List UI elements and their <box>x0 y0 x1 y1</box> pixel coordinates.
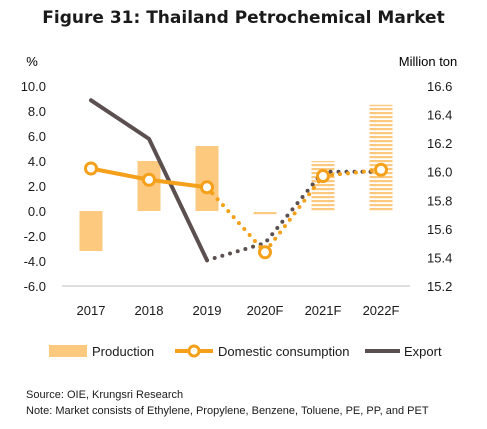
y-left-axis-label: % <box>26 54 38 69</box>
y-left-tick-label: 0.0 <box>28 204 46 219</box>
y-left-tick-label: -6.0 <box>24 279 46 294</box>
x-tick-label: 2017 <box>77 303 106 318</box>
x-tick-label: 2018 <box>135 303 164 318</box>
y-right-tick-label: 16.2 <box>427 136 452 151</box>
production-bar <box>311 161 335 211</box>
y-right-tick-label: 16.0 <box>427 165 452 180</box>
legend-swatch-production <box>49 345 87 357</box>
domestic-consumption-marker <box>258 245 272 260</box>
plot-area: 10.0 8.0 6.0 4.0 2.0 0.0 -2.0 -4.0 -6.0 16.6 16.4 1… <box>21 79 453 318</box>
x-tick-label: 2021F <box>305 303 342 318</box>
y-right-tick-label: 15.4 <box>427 250 452 265</box>
domestic-consumption-marker <box>142 172 156 187</box>
y-right-tick-label: 16.6 <box>427 79 452 94</box>
footnote: Note: Market consists of Ethylene, Propy… <box>26 405 429 417</box>
y-left-tick-label: 8.0 <box>28 104 46 119</box>
production-bar <box>369 104 393 211</box>
domestic-consumption-marker <box>84 161 98 176</box>
legend-label-export: Export <box>404 344 442 359</box>
domestic-consumption-line-forecast <box>205 167 383 256</box>
production-bar <box>79 211 103 251</box>
y-left-tick-label: -4.0 <box>24 254 46 269</box>
x-tick-label: 2020F <box>247 303 284 318</box>
export-line-actual <box>89 98 209 263</box>
y-left-tick-label: 4.0 <box>28 154 46 169</box>
x-tick-label: 2022F <box>363 303 400 318</box>
y-right-tick-label: 16.4 <box>427 108 452 123</box>
domestic-consumption-marker <box>200 180 214 195</box>
legend-label-domestic-consumption: Domestic consumption <box>218 344 350 359</box>
y-left-tick-label: 6.0 <box>28 129 46 144</box>
y-left-tick-label: -2.0 <box>24 229 46 244</box>
domestic-consumption-marker <box>316 169 330 183</box>
y-left-tick-label: 2.0 <box>28 179 46 194</box>
legend: Production Domestic consumption Export <box>49 344 442 359</box>
y-right-tick-label: 15.6 <box>427 222 452 237</box>
production-bar <box>253 211 277 215</box>
source-note: Source: OIE, Krungsri Research <box>26 389 184 401</box>
legend-label-production: Production <box>92 344 154 359</box>
chart-title: Figure 31: Thailand Petrochemical Market <box>42 8 445 28</box>
domestic-consumption-marker <box>374 162 388 177</box>
export-line-forecast <box>205 169 383 263</box>
y-right-tick-label: 15.2 <box>427 279 452 294</box>
legend-marker-domestic-consumption <box>187 344 201 358</box>
y-left-tick-label: 10.0 <box>21 79 46 94</box>
y-right-axis-label: Million ton <box>399 54 458 69</box>
y-right-tick-label: 15.8 <box>427 193 452 208</box>
production-bar <box>195 146 219 211</box>
x-tick-label: 2019 <box>193 303 222 318</box>
